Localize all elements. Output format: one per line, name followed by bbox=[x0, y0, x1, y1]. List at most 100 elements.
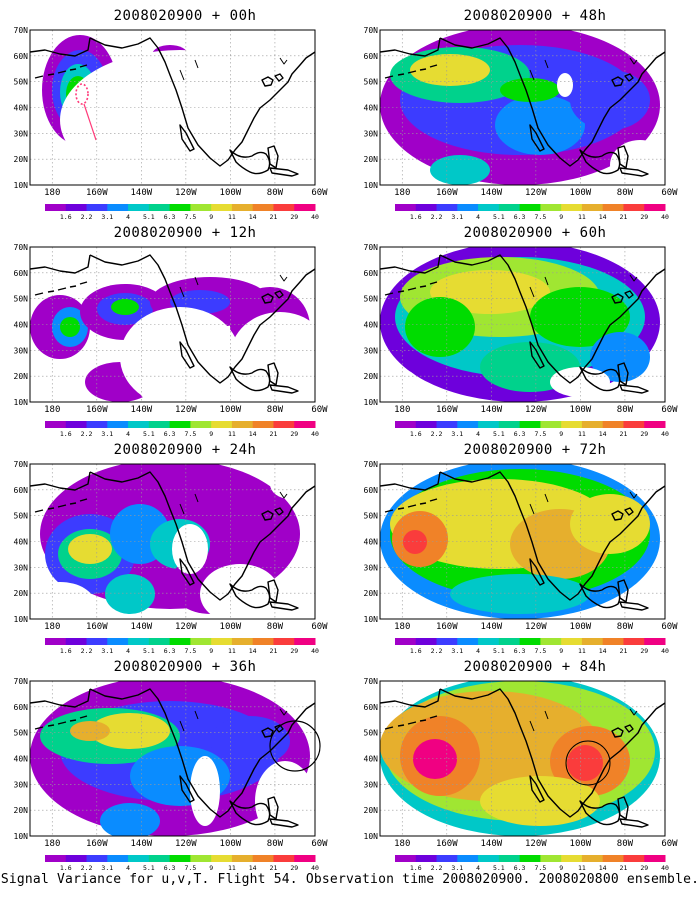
latitude-tick-label: 20N bbox=[364, 155, 379, 164]
colorbar-label: 29 bbox=[640, 430, 648, 438]
colorbar-swatch bbox=[644, 638, 666, 645]
colorbar-swatch bbox=[457, 421, 479, 428]
colorbar-swatch bbox=[436, 204, 458, 211]
latitude-tick-label: 60N bbox=[364, 486, 379, 495]
latitude-tick-label: 50N bbox=[364, 295, 379, 304]
longitude-tick-label: 160W bbox=[436, 405, 458, 415]
colorbar-swatch bbox=[65, 204, 88, 211]
map-plot: 70N 60N 50N 40N 30N 20N 10N 180 160W 140W 120W 100W… bbox=[14, 677, 329, 872]
colorbar-label: 14 bbox=[599, 647, 607, 655]
colorbar-swatch bbox=[211, 421, 233, 428]
latitude-tick-label: 10N bbox=[14, 615, 29, 624]
latitude-tick-label: 40N bbox=[14, 755, 29, 764]
coastline bbox=[30, 471, 315, 611]
colorbar-label: 9 bbox=[559, 647, 563, 655]
colorbar-label: 2.2 bbox=[431, 213, 443, 221]
colorbar-label: 40 bbox=[311, 647, 319, 655]
map-plot: 70N 60N 50N 40N 30N 20N 10N 180 160W 140W 120W 100W… bbox=[14, 460, 329, 655]
longitude-tick-label: 180 bbox=[394, 188, 410, 198]
colorbar-swatch bbox=[128, 638, 150, 645]
map-frame bbox=[29, 463, 316, 620]
longitude-tick-label: 120W bbox=[175, 405, 197, 415]
colorbar-label: 14 bbox=[599, 213, 607, 221]
colorbar-label: 21 bbox=[270, 864, 278, 872]
colorbar-label: 2.2 bbox=[431, 430, 443, 438]
colorbar-label: 5.1 bbox=[143, 213, 155, 221]
colorbar-swatch bbox=[45, 421, 67, 428]
coastline bbox=[30, 37, 315, 177]
shaded-region bbox=[90, 713, 170, 749]
map-panel-12h: 2008020900 + 12h 70N 60N 50N 40N 30N 20N 10N 18… bbox=[14, 225, 340, 440]
panel-title: 2008020900 + 84h bbox=[463, 659, 607, 675]
latitude-tick-label: 40N bbox=[14, 321, 29, 330]
colorbar-label: 2.2 bbox=[81, 430, 93, 438]
grid-lines bbox=[380, 30, 665, 185]
latitude-tick-label: 20N bbox=[14, 155, 29, 164]
colorbar-label: 7.5 bbox=[535, 647, 547, 655]
latitude-tick-label: 20N bbox=[14, 372, 29, 381]
latitude-tick-label: 20N bbox=[14, 589, 29, 598]
map-frame bbox=[379, 29, 666, 186]
colorbar-swatch bbox=[519, 638, 541, 645]
colorbar-label: 14 bbox=[249, 213, 257, 221]
no-signal-region bbox=[30, 150, 70, 185]
colorbar-label: 2.2 bbox=[431, 864, 443, 872]
colorbar-swatch bbox=[211, 638, 233, 645]
map-plot: 70N 60N 50N 40N 30N 20N 10N 180 160W 140W 120W 100W… bbox=[364, 460, 679, 655]
no-signal-region bbox=[230, 35, 310, 85]
panel-title: 2008020900 + 60h bbox=[463, 225, 607, 241]
colorbar-swatch bbox=[45, 638, 67, 645]
colorbar-swatch bbox=[148, 421, 171, 428]
colorbar-swatch bbox=[148, 204, 171, 211]
colorbar-swatch bbox=[107, 638, 129, 645]
shaded-region bbox=[60, 317, 80, 337]
latitude-tick-label: 10N bbox=[14, 398, 29, 407]
latitude-tick-label: 30N bbox=[14, 129, 29, 138]
panel-title: 2008020900 + 12h bbox=[113, 225, 257, 241]
longitude-tick-label: 80W bbox=[617, 405, 634, 415]
latitude-tick-label: 60N bbox=[14, 486, 29, 495]
map-plot: 70N 60N 50N 40N 30N 20N 10N 180 160W 140W 120W 100W… bbox=[364, 243, 679, 438]
coastline bbox=[380, 688, 665, 828]
colorbar-label: 14 bbox=[599, 430, 607, 438]
colorbar-label: 1.6 bbox=[60, 864, 72, 872]
longitude-tick-label: 60W bbox=[661, 188, 678, 198]
shaded-region bbox=[100, 803, 160, 836]
map-frame bbox=[379, 463, 666, 620]
grid-lines bbox=[380, 464, 665, 619]
colorbar-swatch bbox=[65, 855, 88, 862]
longitude-tick-label: 160W bbox=[436, 188, 458, 198]
no-signal-region bbox=[550, 367, 610, 397]
latitude-tick-label: 50N bbox=[14, 512, 29, 521]
colorbar-swatch bbox=[395, 855, 417, 862]
latitude-tick-label: 70N bbox=[14, 677, 29, 686]
no-signal-region bbox=[230, 312, 315, 402]
latitude-tick-label: 30N bbox=[14, 780, 29, 789]
longitude-tick-label: 160W bbox=[436, 622, 458, 632]
colorbar-swatch bbox=[519, 421, 541, 428]
latitude-tick-label: 70N bbox=[364, 243, 379, 252]
highlight-circle bbox=[269, 720, 321, 772]
colorbar-swatch bbox=[602, 638, 624, 645]
colorbar-label: 7.5 bbox=[535, 430, 547, 438]
latitude-tick-label: 50N bbox=[14, 729, 29, 738]
coastline bbox=[30, 254, 315, 394]
colorbar-label: 11 bbox=[578, 430, 586, 438]
longitude-tick-label: 140W bbox=[480, 622, 502, 632]
shaded-region bbox=[495, 95, 585, 155]
coastline bbox=[380, 254, 665, 394]
latitude-tick-label: 20N bbox=[364, 806, 379, 815]
latitude-tick-label: 40N bbox=[14, 538, 29, 547]
shaded-region bbox=[70, 721, 110, 741]
colorbar-swatch bbox=[252, 421, 274, 428]
colorbar-swatch bbox=[86, 638, 108, 645]
colorbar-swatch bbox=[540, 421, 562, 428]
colorbar-label: 4 bbox=[476, 430, 480, 438]
colorbar-swatch bbox=[190, 204, 212, 211]
colorbar-swatch bbox=[540, 204, 562, 211]
colorbar-swatch bbox=[581, 855, 604, 862]
colorbar-swatch bbox=[644, 204, 666, 211]
colorbar-label: 40 bbox=[661, 430, 669, 438]
colorbar-swatch bbox=[395, 204, 417, 211]
latitude-tick-label: 60N bbox=[364, 269, 379, 278]
